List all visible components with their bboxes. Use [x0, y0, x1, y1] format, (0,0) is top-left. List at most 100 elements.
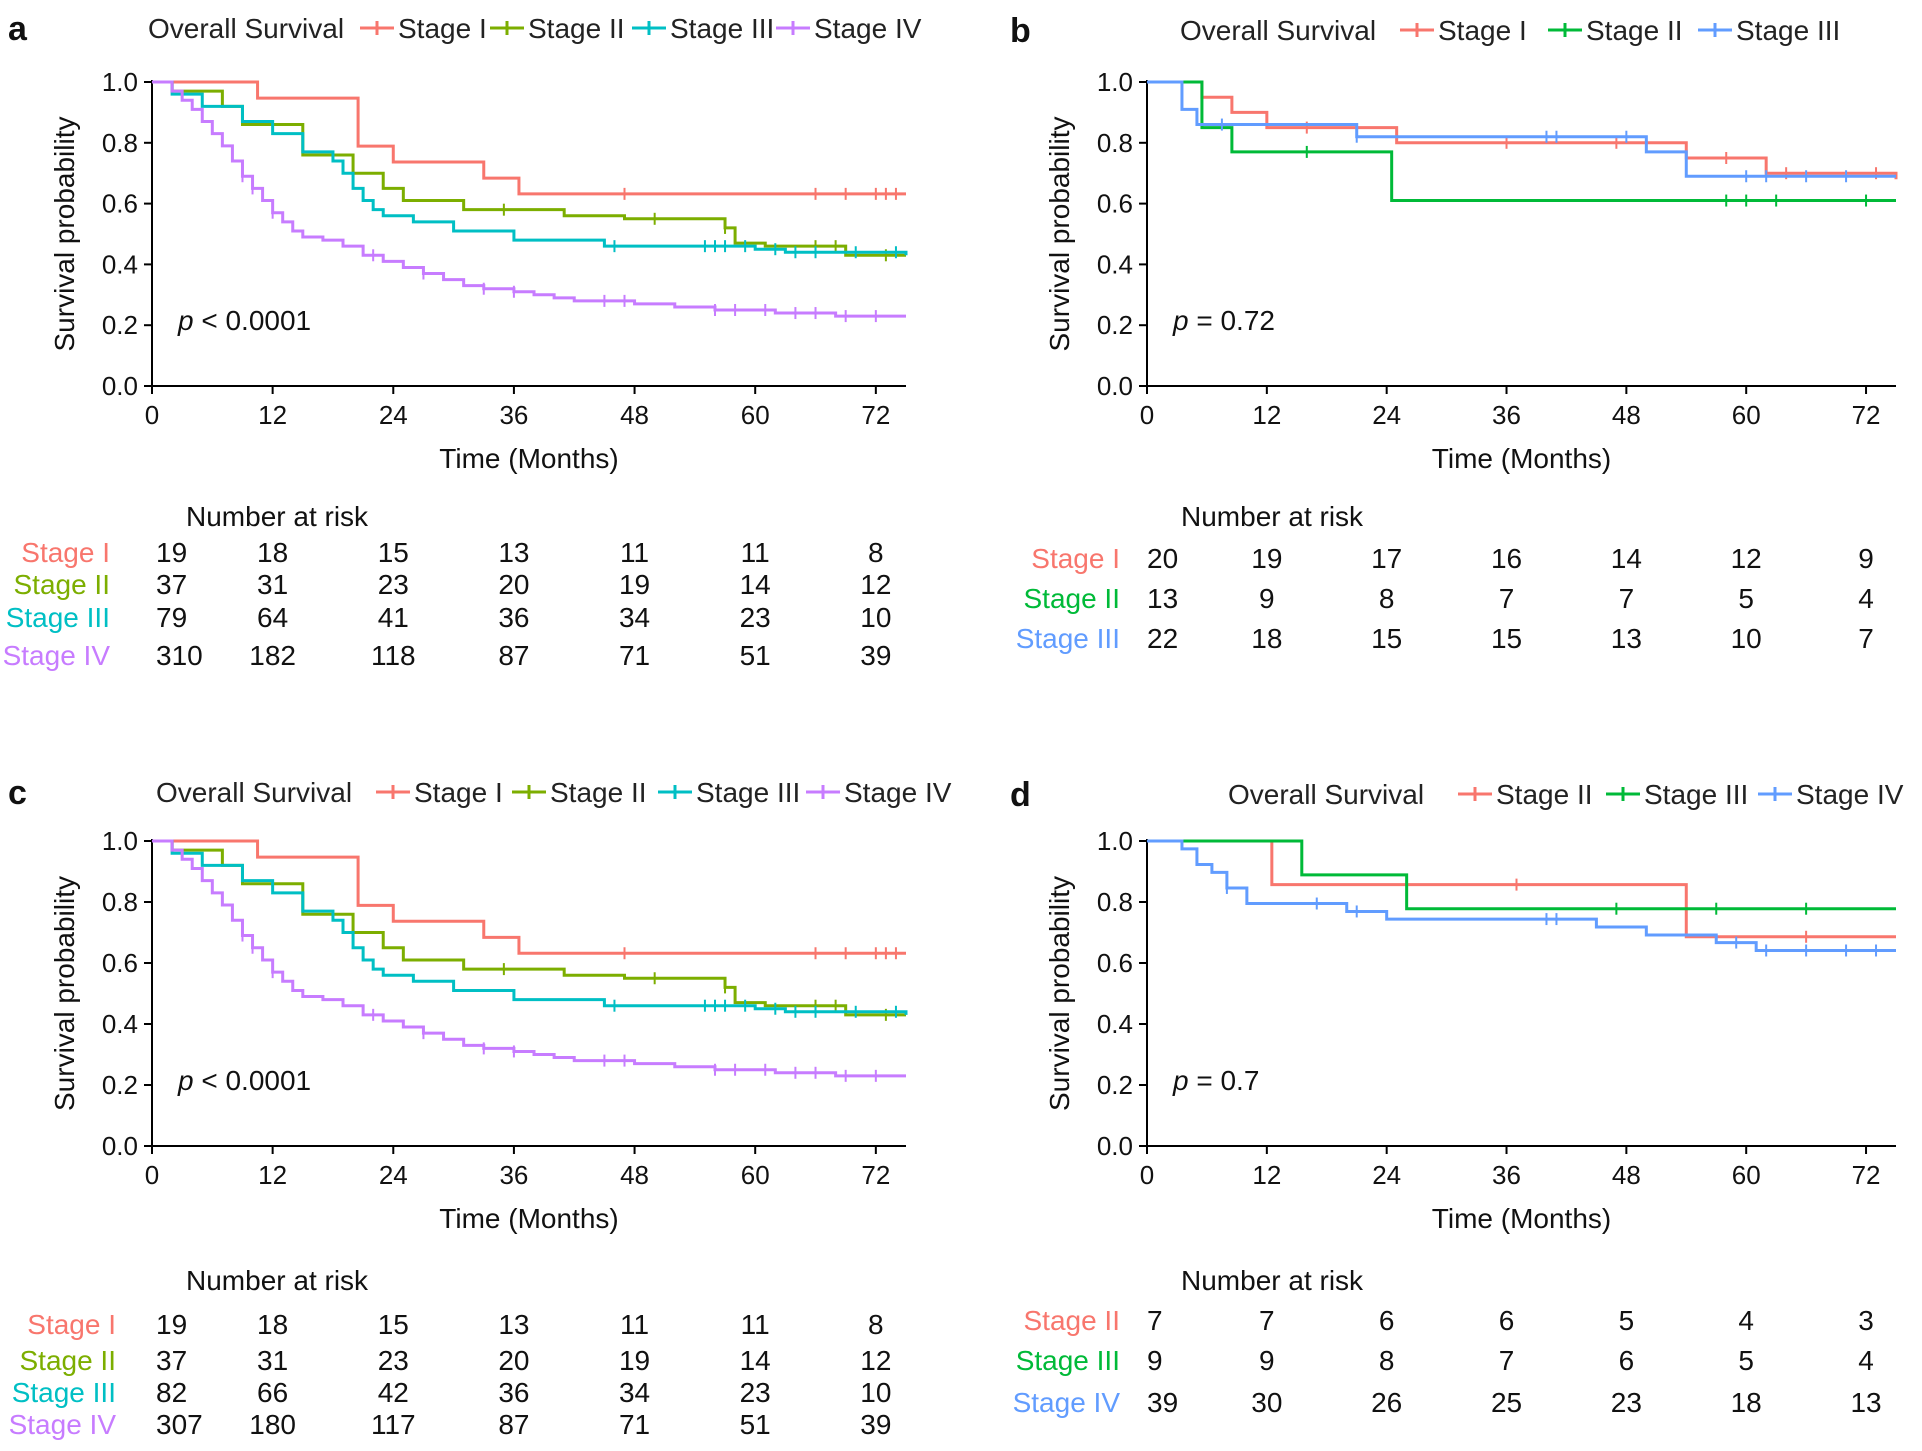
risk-count: 9 — [1259, 583, 1275, 614]
survival-curve-stage-i — [1147, 80, 1898, 180]
legend-label: Stage II — [1586, 15, 1683, 46]
legend: Overall Survival Stage I Stage II Stage III… — [148, 13, 922, 44]
x-tick-label: 12 — [1252, 1160, 1281, 1190]
risk-count: 4 — [1738, 1305, 1754, 1336]
survival-curve-stage-iv — [152, 80, 906, 318]
legend-item: Stage II — [512, 777, 647, 808]
y-tick-label: 0.4 — [102, 1009, 138, 1039]
risk-count: 11 — [620, 1309, 649, 1340]
risk-count: 9 — [1858, 543, 1874, 574]
y-tick-label: 0.0 — [1097, 371, 1133, 401]
legend-item: Stage IV — [1758, 779, 1904, 810]
risk-count: 10 — [860, 1377, 891, 1408]
risk-row-label: Stage II — [1023, 1305, 1120, 1336]
risk-table-title: Number at risk — [186, 1265, 369, 1296]
panel-a: a Overall Survival Stage I Stage II Stage II… — [3, 10, 922, 671]
p-value-text: = 0.72 — [1189, 305, 1275, 336]
risk-count: 20 — [1147, 543, 1178, 574]
risk-row-label: Stage III — [6, 602, 110, 633]
risk-count: 17 — [1371, 543, 1402, 574]
risk-row: Stage II 7 7 6 6 5 4 3 — [1023, 1305, 1873, 1336]
x-tick-label: 12 — [1252, 400, 1281, 430]
risk-count: 19 — [1251, 543, 1282, 574]
curves — [152, 839, 908, 1082]
y-tick-label: 0.0 — [1097, 1131, 1133, 1161]
y-tick-label: 1.0 — [1097, 826, 1133, 856]
risk-count: 19 — [156, 1309, 187, 1340]
risk-row: Stage IV 307 180 117 87 71 51 39 — [9, 1409, 892, 1440]
x-tick-label: 36 — [1492, 400, 1521, 430]
survival-curve-stage-iii — [1147, 839, 1896, 911]
x-tick-label: 72 — [861, 1160, 890, 1190]
legend-item: Stage I — [360, 13, 487, 44]
risk-count: 34 — [619, 602, 650, 633]
legend-title: Overall Survival — [1228, 779, 1424, 810]
legend-item: Stage III — [658, 777, 800, 808]
y-tick-label: 1.0 — [102, 826, 138, 856]
y-tick-label: 0.6 — [102, 948, 138, 978]
risk-count: 13 — [1147, 583, 1178, 614]
x-tick-label: 24 — [379, 400, 408, 430]
risk-count: 310 — [156, 640, 203, 671]
risk-table: Number at risk Stage II 7 7 6 6 5 4 3 Stage III 9 9… — [1013, 1265, 1882, 1418]
x-tick-label: 0 — [145, 400, 159, 430]
risk-row-label: Stage I — [1031, 543, 1120, 574]
y-tick-label: 0.4 — [1097, 1009, 1133, 1039]
risk-row: Stage II 37 31 23 20 19 14 12 — [19, 1345, 891, 1376]
risk-count: 37 — [156, 569, 187, 600]
risk-count: 9 — [1259, 1345, 1275, 1376]
survival-curve-stage-iii — [152, 80, 908, 256]
y-tick-label: 0.4 — [102, 249, 138, 279]
legend-label: Stage IV — [844, 777, 952, 808]
x-tick-label: 48 — [1612, 400, 1641, 430]
risk-count: 18 — [257, 537, 288, 568]
survival-curve-stage-ii — [1147, 80, 1896, 203]
risk-count: 11 — [620, 537, 649, 568]
risk-count: 15 — [1371, 623, 1402, 654]
axes: 0.0 0.2 0.4 0.6 0.8 1.0 0 12 24 36 48 60 72 Time (Mon… — [49, 67, 906, 474]
legend-label: Stage IV — [814, 13, 922, 44]
p-value-symbol: p — [1172, 1065, 1189, 1096]
y-tick-label: 0.4 — [1097, 249, 1133, 279]
x-tick-label: 36 — [499, 1160, 528, 1190]
panel-letter: d — [1010, 776, 1031, 814]
x-tick-label: 72 — [861, 400, 890, 430]
risk-count: 118 — [371, 640, 416, 671]
x-axis-label: Time (Months) — [439, 443, 618, 474]
legend-item: Stage III — [1606, 779, 1748, 810]
p-value-text: < 0.0001 — [194, 1065, 312, 1096]
x-tick-label: 12 — [258, 1160, 287, 1190]
y-tick-label: 0.8 — [102, 887, 138, 917]
risk-row-label: Stage II — [1023, 583, 1120, 614]
legend-item: Stage I — [1400, 15, 1527, 46]
risk-row: Stage III 79 64 41 36 34 23 10 — [6, 602, 892, 633]
curves — [1147, 839, 1896, 957]
risk-count: 19 — [619, 1345, 650, 1376]
survival-curve-stage-i — [152, 839, 906, 955]
risk-count: 5 — [1619, 1305, 1635, 1336]
risk-count: 39 — [860, 640, 891, 671]
y-tick-label: 0.6 — [1097, 189, 1133, 219]
risk-count: 14 — [740, 569, 771, 600]
x-tick-label: 0 — [1140, 400, 1154, 430]
risk-row-label: Stage II — [13, 569, 110, 600]
x-tick-label: 60 — [1732, 400, 1761, 430]
curves — [152, 80, 908, 323]
x-tick-label: 72 — [1852, 400, 1881, 430]
risk-count: 12 — [1731, 543, 1762, 574]
risk-count: 16 — [1491, 543, 1522, 574]
y-tick-label: 0.2 — [1097, 310, 1133, 340]
risk-row-label: Stage I — [27, 1309, 116, 1340]
risk-count: 14 — [1611, 543, 1642, 574]
risk-count: 9 — [1147, 1345, 1163, 1376]
risk-count: 7 — [1499, 1345, 1515, 1376]
x-axis-label: Time (Months) — [1432, 1203, 1611, 1234]
risk-count: 7 — [1858, 623, 1874, 654]
risk-count: 5 — [1738, 1345, 1754, 1376]
x-tick-label: 0 — [1140, 1160, 1154, 1190]
legend-label: Stage III — [670, 13, 774, 44]
y-tick-label: 1.0 — [102, 67, 138, 97]
p-value-text: < 0.0001 — [194, 305, 312, 336]
x-tick-label: 24 — [379, 1160, 408, 1190]
